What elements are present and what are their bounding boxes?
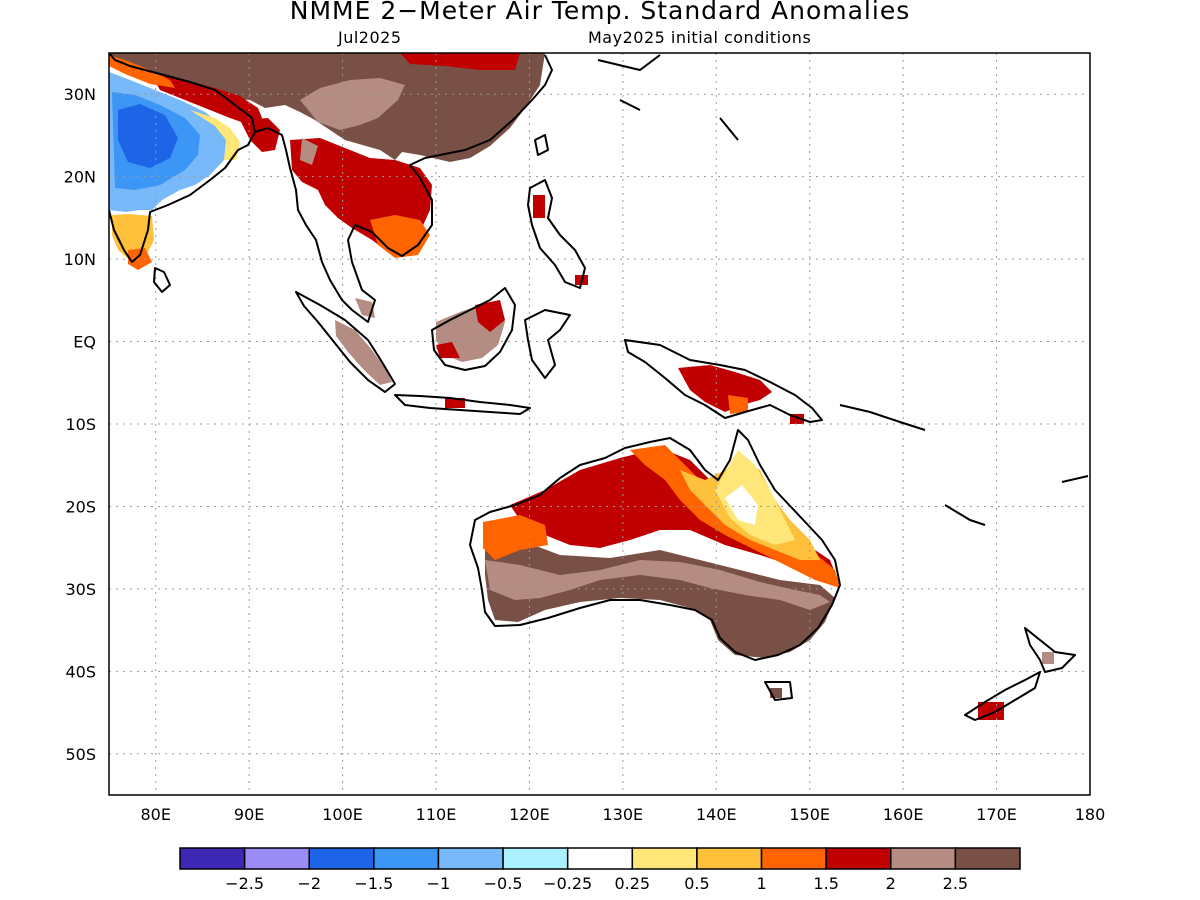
colorbar-label: 2 — [886, 874, 896, 893]
nz-north-coast — [1024, 627, 1076, 673]
lat-tick-label: 20S — [65, 497, 96, 516]
indochina-tan — [300, 138, 318, 165]
sri-lanka-coast — [153, 267, 171, 293]
colorbar-label: −2.5 — [225, 874, 264, 893]
lat-tick-label: 30N — [64, 85, 96, 104]
india-south-orange — [128, 248, 152, 270]
bengal-red — [240, 118, 280, 152]
colorbar-swatch — [825, 847, 892, 870]
lon-tick-label: 130E — [603, 805, 644, 824]
philippine-red — [533, 195, 588, 285]
colorbar-label: −1.5 — [354, 874, 393, 893]
graticule — [109, 53, 1090, 795]
tasmania-coast — [764, 681, 793, 701]
lat-tick-label: 40S — [65, 662, 96, 681]
borneo-coast — [431, 287, 516, 371]
australia-white — [725, 485, 758, 525]
map-title: NMME 2−Meter Air Temp. Standard Anomalie… — [289, 0, 911, 25]
lat-tick-label: 10N — [64, 250, 96, 269]
lat-tick-label: 20N — [64, 168, 96, 187]
lat-tick-label: 50S — [65, 745, 96, 764]
lon-tick-label: 90E — [234, 805, 264, 824]
lon-tick-label: 100E — [322, 805, 363, 824]
colorbar-label: −1 — [427, 874, 451, 893]
colorbar-label: 0.25 — [614, 874, 650, 893]
latitude-labels: 30N 20N 10N EQ 10S 20S 30S 40S 50S — [64, 85, 96, 764]
lon-tick-label: 110E — [416, 805, 457, 824]
lat-tick-label: EQ — [73, 333, 96, 352]
colorbar-swatch — [760, 847, 827, 870]
sumatra-tan — [335, 320, 392, 385]
borneo-red — [436, 300, 505, 358]
australia-orange-west — [483, 515, 548, 560]
india-yellow-edge — [190, 110, 240, 160]
colorbar-swatch — [566, 847, 634, 870]
colorbar-swatch — [243, 847, 310, 870]
north-red-strip — [400, 53, 520, 70]
colorbar-swatch — [437, 847, 504, 870]
colorbar-swatch — [696, 847, 763, 870]
valid-month-label: Jul2025 — [338, 28, 402, 47]
australia-brown — [485, 540, 835, 658]
tibet-tan-region — [300, 78, 405, 130]
lon-tick-label: 180 — [1075, 805, 1106, 824]
lon-tick-label: 160E — [883, 805, 924, 824]
australia-tan — [485, 560, 830, 610]
taiwan-coast — [534, 134, 549, 156]
longitude-labels: 80E 90E 100E 110E 120E 130E 140E 150E 160E 170E 18… — [140, 805, 1105, 824]
lon-tick-label: 170E — [976, 805, 1017, 824]
lat-tick-label: 30S — [65, 580, 96, 599]
lat-tick-label: 10S — [65, 415, 96, 434]
colorbar-label: 0.5 — [684, 874, 709, 893]
bay-of-bengal-coast — [254, 54, 553, 323]
init-conditions-label: May2025 initial conditions — [588, 28, 812, 47]
colorbar-swatch — [179, 847, 246, 870]
java-coast — [394, 394, 531, 415]
himalaya-red-band — [150, 72, 262, 125]
lon-tick-label: 150E — [789, 805, 830, 824]
colorbar-label: −0.5 — [484, 874, 523, 893]
png-red — [678, 365, 772, 412]
colorbar-label: 1.5 — [813, 874, 838, 893]
lon-tick-label: 120E — [509, 805, 550, 824]
colorbar-swatch — [890, 847, 957, 870]
colorbar-swatch — [308, 847, 375, 870]
colorbar-label: 1 — [756, 874, 766, 893]
philippines-coast — [527, 179, 586, 289]
map-frame — [108, 52, 1091, 796]
sumatra-coast — [295, 291, 396, 393]
coastlines — [109, 53, 1089, 721]
colorbar-swatch — [373, 847, 440, 870]
png-orange — [728, 395, 748, 414]
anomaly-field — [109, 53, 1054, 720]
lon-tick-label: 140E — [696, 805, 737, 824]
colorbar: −2.5 −2 −1.5 −1 −0.5 −0.25 0.25 0.5 1 1.5 2 2.5 — [179, 847, 1021, 893]
new-guinea-coast — [624, 339, 823, 423]
java-red — [445, 398, 465, 408]
colorbar-swatch — [631, 847, 698, 870]
colorbar-label: −0.25 — [543, 874, 592, 893]
australia-coast — [469, 429, 841, 661]
colorbar-swatch — [954, 847, 1021, 870]
colorbar-label: 2.5 — [943, 874, 968, 893]
lon-tick-label: 80E — [140, 805, 170, 824]
nz-south-coast — [964, 671, 1041, 721]
pacific-islands — [597, 54, 1089, 526]
colorbar-swatch — [502, 847, 569, 870]
asia-coastline — [109, 53, 256, 263]
sulawesi-coast — [524, 309, 571, 379]
colorbar-label: −2 — [297, 874, 321, 893]
india-deep-cold — [118, 104, 178, 168]
nz-tan — [1042, 652, 1054, 664]
australia-yellow — [715, 450, 795, 545]
